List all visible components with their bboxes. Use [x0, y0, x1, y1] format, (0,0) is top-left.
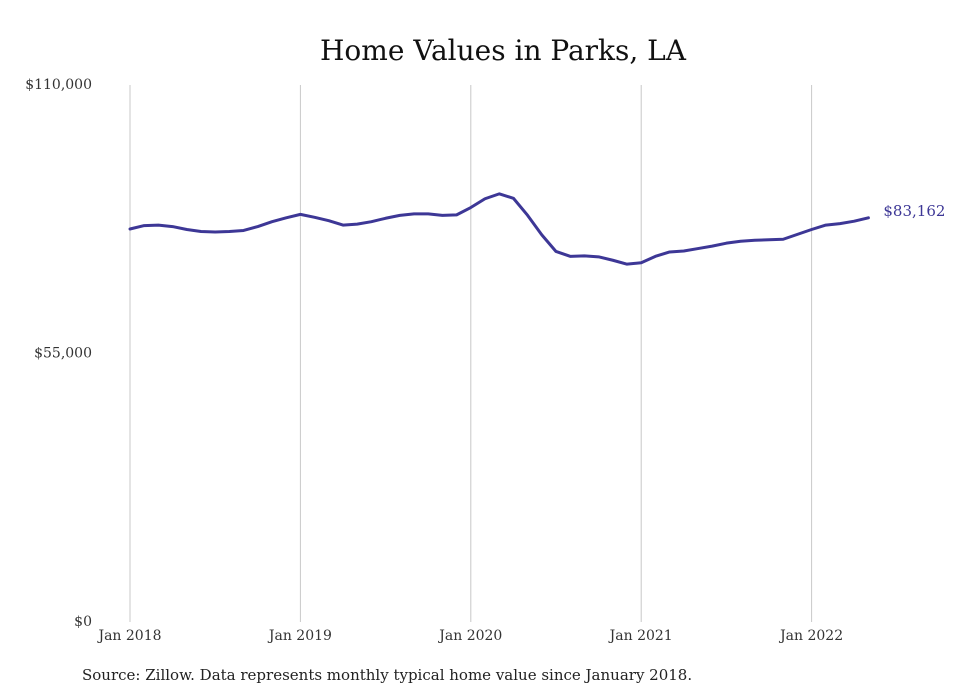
chart-title: Home Values in Parks, LA	[320, 34, 687, 67]
x-tick-label: Jan 2021	[608, 628, 673, 644]
line-chart: Home Values in Parks, LA $0 $55,000 $110,0…	[25, 34, 945, 644]
y-tick-label: $110,000	[25, 77, 92, 93]
x-tick-label: Jan 2022	[778, 628, 843, 644]
series-layer: $83,162	[128, 192, 945, 266]
x-tick-label: Jan 2019	[267, 628, 332, 644]
grid-lines	[129, 85, 813, 622]
y-tick-label: $55,000	[34, 346, 92, 362]
x-tick-label: Jan 2020	[437, 628, 502, 644]
x-axis-ticks: Jan 2018 Jan 2019 Jan 2020 Jan 2021 Jan 2022	[96, 628, 843, 644]
series-line	[128, 192, 870, 266]
series-end-label: $83,162	[883, 202, 945, 220]
x-tick-label: Jan 2018	[96, 628, 161, 644]
y-tick-label: $0	[74, 614, 92, 630]
source-note: Source: Zillow. Data represents monthly …	[82, 666, 693, 684]
y-axis-ticks: $0 $55,000 $110,000	[25, 77, 92, 630]
